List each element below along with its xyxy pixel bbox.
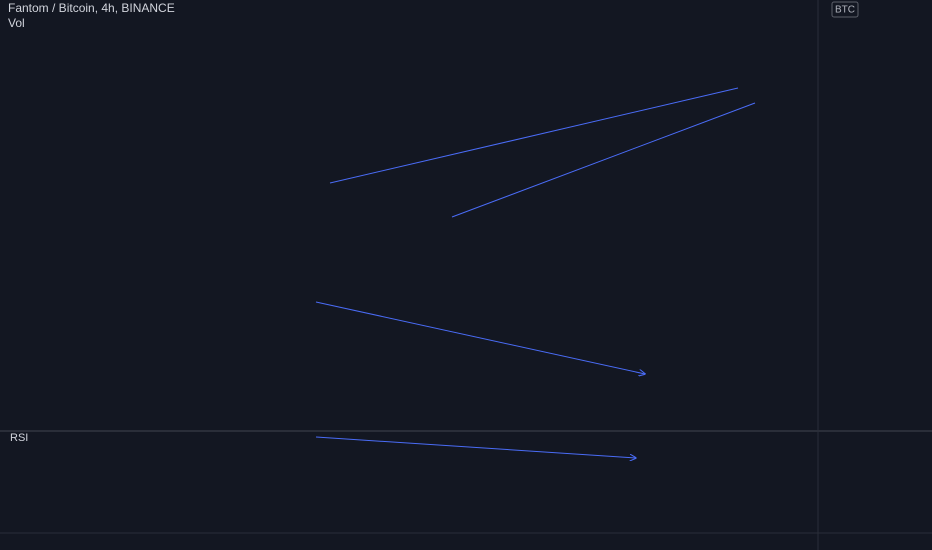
rsi-label: RSI bbox=[10, 432, 28, 444]
volume-trend bbox=[315, 301, 645, 374]
wedge-lower bbox=[451, 102, 756, 218]
chart-title: Fantom / Bitcoin, 4h, BINANCE bbox=[8, 1, 175, 15]
currency: BTC bbox=[835, 5, 855, 16]
wedge-upper bbox=[329, 87, 739, 184]
trend-drawings bbox=[315, 87, 756, 458]
currency-box[interactable] bbox=[831, 1, 859, 18]
rsi-trend bbox=[315, 436, 636, 458]
volume-label: Vol bbox=[8, 16, 25, 30]
